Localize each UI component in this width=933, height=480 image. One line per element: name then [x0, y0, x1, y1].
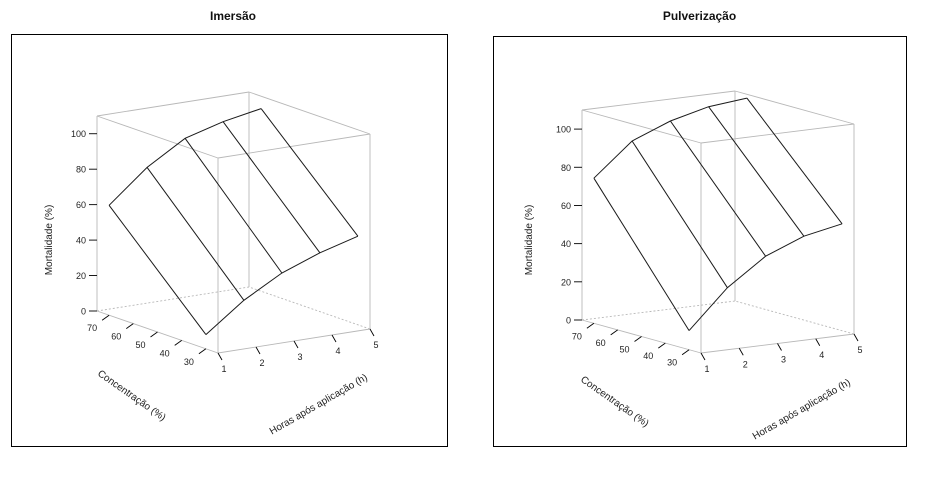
surface-plot: 0 20 40 60 80 100 1 2 3 4 5 30 40 50 60 70 Horas após ap… — [493, 36, 907, 447]
surface-line-horas — [260, 108, 359, 237]
z-tick-label: 60 — [561, 201, 571, 211]
surface-line-concentracao — [688, 223, 843, 331]
y-tick — [681, 349, 690, 356]
z-tick-label: 20 — [76, 271, 86, 281]
y-tick-label: 70 — [572, 331, 582, 341]
box-edge — [96, 91, 250, 117]
box-edge — [217, 133, 371, 159]
y-tick — [174, 340, 182, 346]
surface-line-horas — [708, 106, 805, 237]
box-edge — [581, 90, 736, 111]
x-tick-label: 3 — [297, 352, 302, 362]
x-tick — [738, 348, 744, 356]
y-tick — [198, 348, 207, 355]
y-tick-label: 40 — [160, 348, 170, 358]
y-axis-title: Concentração (%) — [95, 368, 167, 423]
y-tick — [610, 329, 618, 336]
x-tick-label: 3 — [781, 355, 786, 365]
surface-line-concentracao — [593, 97, 748, 179]
y-tick-label: 60 — [596, 338, 606, 348]
x-tick — [777, 343, 782, 351]
y-tick — [150, 331, 158, 338]
y-tick-label: 60 — [111, 332, 121, 342]
y-tick-label: 40 — [643, 351, 653, 361]
z-tick-label: 40 — [561, 239, 571, 249]
z-tick-label: 100 — [556, 125, 571, 135]
surface-line-concentracao — [205, 235, 359, 335]
x-tick-label: 2 — [743, 359, 748, 369]
surface-plot: 0 20 40 60 80 100 1 2 3 4 5 30 40 50 60 70 Horas após ap… — [11, 34, 448, 447]
box-edge — [734, 90, 855, 125]
x-tick-label: 5 — [857, 345, 862, 355]
z-tick-label: 0 — [81, 307, 86, 317]
x-axis-title: Horas após aplicação (h) — [268, 372, 370, 437]
surface-line-horas — [669, 120, 767, 257]
z-tick-label: 20 — [561, 277, 571, 287]
surface-line-concentracao — [108, 108, 262, 206]
plot-frame — [493, 36, 907, 447]
x-tick-label: 2 — [259, 358, 264, 368]
y-tick-label: 50 — [619, 345, 629, 355]
box-edge-hidden — [734, 300, 855, 335]
y-tick-label: 30 — [667, 358, 677, 368]
surface-line-horas — [108, 205, 207, 335]
x-tick — [217, 352, 223, 361]
x-tick — [815, 338, 821, 346]
x-tick — [255, 346, 261, 355]
y-tick-label: 50 — [135, 340, 145, 350]
y-tick — [586, 322, 595, 329]
surface-line-horas — [746, 97, 843, 225]
surface-line-horas — [146, 167, 245, 301]
plot-frame — [11, 34, 448, 447]
x-tick-label: 5 — [373, 340, 378, 350]
x-tick — [700, 352, 706, 361]
surface-line-horas — [593, 177, 690, 331]
x-tick — [293, 340, 299, 349]
chart-panel-imersao: Imersão 0 20 40 60 80 100 1 2 3 4 5 30 40 50 60 70 Horas… — [0, 0, 466, 480]
y-tick-label: 70 — [87, 323, 97, 333]
box-edge — [248, 91, 371, 135]
surface-line-horas — [222, 121, 321, 254]
y-tick — [126, 323, 134, 329]
x-tick — [369, 328, 375, 337]
z-tick-label: 60 — [76, 200, 86, 210]
chart-title: Pulverização — [662, 9, 737, 23]
x-tick-label: 1 — [221, 364, 226, 374]
box-edge-hidden — [248, 286, 371, 330]
surface-line-horas — [184, 138, 283, 274]
x-tick — [853, 333, 859, 342]
z-tick-label: 80 — [561, 163, 571, 173]
box-edge — [581, 109, 702, 144]
box-edge — [700, 123, 855, 144]
z-tick-label: 100 — [71, 129, 86, 139]
chart-panel-pulverizacao: Pulverização 0 20 40 60 80 100 1 2 3 4 5 30 40 50 60 70… — [466, 0, 933, 480]
x-tick-label: 1 — [704, 364, 709, 374]
z-tick-label: 80 — [76, 165, 86, 175]
box-edge — [96, 115, 219, 159]
chart-title: Imersão — [209, 9, 257, 23]
x-tick-label: 4 — [819, 350, 824, 360]
y-tick — [101, 314, 110, 321]
z-tick-label: 40 — [76, 236, 86, 246]
y-tick — [634, 336, 642, 342]
box-edge-hidden — [581, 300, 736, 321]
x-tick — [331, 334, 337, 343]
box-edge-hidden — [96, 286, 250, 312]
x-axis-title: Horas após aplicação (h) — [751, 377, 853, 442]
z-tick-label: 0 — [566, 316, 571, 326]
x-tick-label: 4 — [335, 346, 340, 356]
y-tick — [658, 342, 666, 349]
z-axis-title: Mortalidade (%) — [524, 205, 535, 276]
surface-line-horas — [631, 140, 728, 288]
y-tick-label: 30 — [184, 357, 194, 367]
y-axis-title: Concentração (%) — [578, 374, 650, 429]
z-axis-title: Mortalidade (%) — [44, 205, 55, 276]
